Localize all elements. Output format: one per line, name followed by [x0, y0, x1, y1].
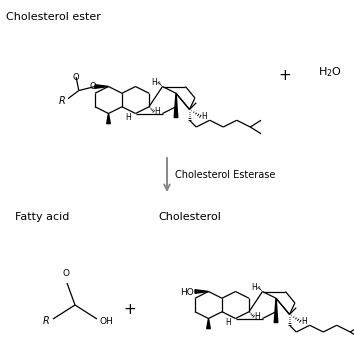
Polygon shape: [95, 85, 108, 88]
Polygon shape: [107, 113, 110, 123]
Text: O: O: [89, 82, 96, 91]
Text: Cholesterol ester: Cholesterol ester: [6, 12, 101, 22]
Text: Cholesterol: Cholesterol: [158, 212, 221, 222]
Text: HO: HO: [181, 288, 194, 297]
Text: O: O: [73, 73, 79, 82]
Text: R: R: [58, 96, 65, 105]
Text: H: H: [201, 112, 207, 121]
Text: OH: OH: [99, 316, 113, 325]
Text: Cholesterol Esterase: Cholesterol Esterase: [175, 170, 275, 180]
Text: H: H: [225, 318, 231, 327]
Text: H: H: [301, 317, 307, 326]
Text: H: H: [252, 283, 257, 292]
Text: +: +: [279, 68, 291, 82]
Text: O: O: [63, 269, 69, 278]
Text: H: H: [155, 107, 160, 116]
Text: H$_2$O: H$_2$O: [318, 65, 342, 79]
Text: Fatty acid: Fatty acid: [15, 212, 69, 222]
Text: +: +: [124, 302, 136, 318]
Text: H: H: [255, 312, 261, 321]
Text: R: R: [42, 316, 49, 326]
Polygon shape: [207, 319, 210, 329]
Polygon shape: [195, 290, 209, 293]
Polygon shape: [174, 93, 178, 118]
Polygon shape: [274, 298, 278, 323]
Text: H: H: [125, 113, 131, 122]
Text: H: H: [152, 78, 158, 87]
